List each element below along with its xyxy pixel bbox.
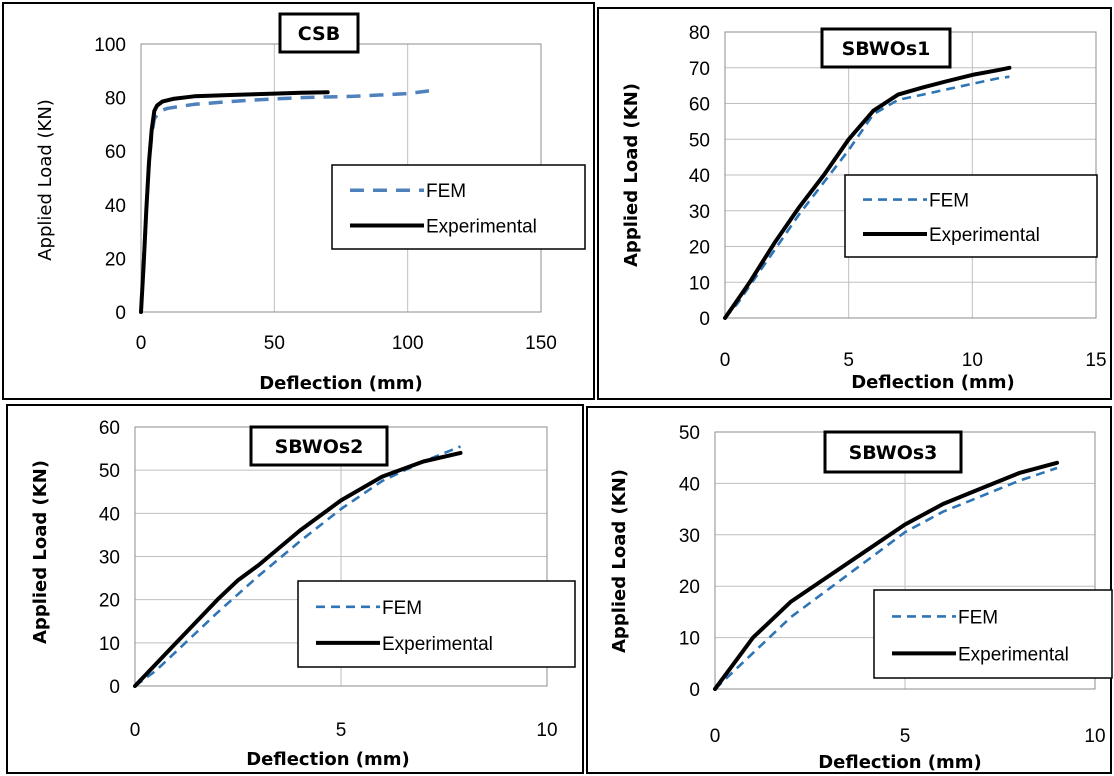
legend-label-experimental: Experimental	[958, 644, 1069, 665]
series-line-fem	[724, 75, 1010, 319]
y-tick-label: 30	[689, 202, 710, 223]
y-tick-label: 0	[699, 309, 710, 330]
chart-svg-sbwos3: 0 5 10 0 10 20 30 40 50 Deflection (mm) Applied Lo…	[609, 423, 1113, 773]
chart-title: SBWOs1	[842, 38, 931, 60]
x-tick-label: 50	[264, 333, 285, 354]
x-axis-label: Deflection (mm)	[851, 372, 1015, 393]
chart-title: SBWOs3	[849, 442, 938, 464]
legend-box	[844, 174, 1098, 258]
y-tick-label: 40	[105, 196, 126, 217]
chart-panel-sbwos2: 0 5 10 0 10 20 30 40 50 60 Deflection (mm) Applied …	[6, 404, 584, 774]
legend-box	[331, 164, 586, 250]
x-tick-label: 5	[900, 726, 911, 747]
y-tick-label: 20	[679, 577, 700, 598]
x-axis-label: Deflection (mm)	[818, 752, 982, 773]
y-tick-label: 10	[689, 273, 710, 294]
x-tick-label: 150	[525, 333, 557, 354]
chart-title-box	[823, 430, 963, 474]
y-tick-label: 60	[689, 95, 710, 116]
y-tick-label: 80	[105, 89, 126, 110]
legend-label-fem: FEM	[426, 181, 466, 202]
legend-label-experimental: Experimental	[929, 225, 1040, 246]
chart-svg-sbwos1: 0 5 10 15 0 10 20 30 40 50 60 70 80 Deflection (mm) Ap…	[621, 23, 1107, 393]
x-axis-label: Deflection (mm)	[259, 373, 423, 394]
y-tick-label: 50	[99, 461, 120, 482]
chart-panel-sbwos1: 0 5 10 15 0 10 20 30 40 50 60 70 80 Deflection (mm) Ap…	[597, 7, 1112, 400]
y-tick-label: 60	[105, 142, 126, 163]
legend-box	[297, 580, 576, 668]
y-axis-label: Applied Load (KN)	[609, 469, 630, 653]
y-axis-label: Applied Load (KN)	[621, 83, 642, 267]
y-tick-label: 30	[679, 526, 700, 547]
chart-panel-sbwos3: 0 5 10 0 10 20 30 40 50 Deflection (mm) Applied Lo…	[586, 406, 1113, 774]
x-tick-label: 10	[1084, 726, 1105, 747]
y-tick-label: 0	[109, 677, 120, 698]
series-line-fem	[139, 89, 430, 313]
series-line-experimental	[723, 65, 1012, 320]
legend-box	[873, 589, 1113, 679]
chart-title-box	[249, 425, 389, 467]
y-tick-label: 20	[689, 238, 710, 259]
y-tick-label: 20	[105, 249, 126, 270]
y-tick-label: 30	[99, 548, 120, 569]
y-tick-label: 40	[689, 166, 710, 187]
x-tick-label: 15	[1085, 350, 1106, 371]
y-tick-label: 0	[115, 303, 126, 324]
legend-label-experimental: Experimental	[382, 634, 493, 655]
x-tick-label: 10	[536, 720, 557, 741]
y-tick-label: 40	[99, 504, 120, 525]
x-tick-label: 10	[962, 350, 983, 371]
series-line-fem	[714, 466, 1058, 690]
y-tick-label: 20	[99, 591, 120, 612]
y-tick-label: 100	[94, 35, 126, 56]
chart-title: CSB	[298, 23, 340, 45]
x-tick-label: 0	[710, 726, 721, 747]
x-tick-label: 0	[720, 350, 731, 371]
legend-label-experimental: Experimental	[426, 216, 537, 237]
chart-svg-csb: 0 50 100 150 0 20 40 60 80 100 Deflection (mm) Appl…	[35, 12, 586, 394]
y-axis-label: Applied Load (KN)	[30, 460, 51, 644]
chart-title: SBWOs2	[275, 436, 364, 458]
legend-label-fem: FEM	[929, 191, 969, 212]
y-axis-label: Applied Load (KN)	[35, 99, 56, 261]
chart-title-box	[278, 12, 360, 54]
series-line-experimental	[133, 450, 463, 688]
y-tick-label: 40	[679, 474, 700, 495]
y-tick-label: 50	[679, 423, 700, 444]
chart-panel-csb: 0 50 100 150 0 20 40 60 80 100 Deflection (mm) Appl…	[2, 2, 595, 400]
x-tick-label: 0	[136, 333, 147, 354]
y-tick-label: 50	[689, 130, 710, 151]
legend-label-fem: FEM	[958, 607, 998, 628]
series-line-experimental	[139, 90, 330, 314]
x-axis-label: Deflection (mm)	[246, 749, 410, 770]
y-tick-label: 60	[99, 418, 120, 439]
chart-title-box	[820, 27, 952, 69]
legend-label-fem: FEM	[382, 598, 422, 619]
x-tick-label: 5	[843, 350, 854, 371]
chart-svg-sbwos2: 0 5 10 0 10 20 30 40 50 60 Deflection (mm) Applied …	[30, 418, 576, 770]
y-tick-label: 0	[689, 680, 700, 701]
series-line-experimental	[713, 460, 1059, 691]
y-tick-label: 10	[99, 634, 120, 655]
x-tick-label: 100	[392, 333, 424, 354]
x-tick-label: 5	[336, 720, 347, 741]
y-tick-label: 70	[689, 59, 710, 80]
y-tick-label: 10	[679, 629, 700, 650]
y-tick-label: 80	[689, 23, 710, 44]
x-tick-label: 0	[130, 720, 141, 741]
